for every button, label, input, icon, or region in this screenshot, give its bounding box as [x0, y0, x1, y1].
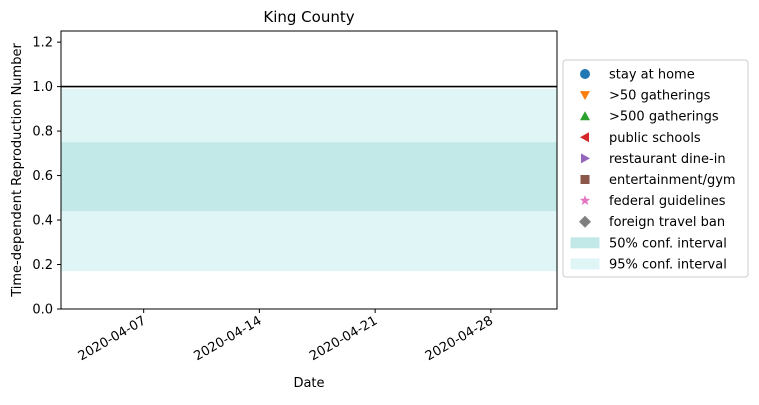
- legend-marker-triangle-right-icon: [581, 153, 590, 164]
- legend-entry-label: foreign travel ban: [609, 215, 725, 230]
- legend-entry-label: >500 gatherings: [609, 110, 719, 125]
- legend-entry-label: 95% conf. interval: [609, 257, 727, 272]
- legend-marker-triangle-down-icon: [580, 91, 590, 101]
- legend-marker-square-icon: [580, 175, 590, 184]
- legend-entry-label: 50% conf. interval: [609, 236, 727, 251]
- confidence-band-50: [61, 142, 557, 212]
- legend-patch-icon: [570, 258, 600, 270]
- plot-frame: [60, 30, 558, 310]
- y-tick-label: 0.0: [32, 303, 53, 318]
- y-tick-label: 0.2: [32, 258, 53, 273]
- y-tick-label: 1.2: [32, 36, 53, 51]
- legend-marker-star-icon: [579, 195, 591, 206]
- y-tick-label: 1.0: [32, 80, 53, 95]
- legend-entry-label: stay at home: [609, 68, 695, 83]
- y-axis-label: Time-dependent Reproduction Number: [10, 43, 25, 298]
- legend-frame: [562, 59, 749, 278]
- legend-marker-circle-icon: [580, 69, 590, 79]
- legend-entry-label: restaurant dine-in: [609, 152, 726, 167]
- y-tick-label: 0.6: [32, 169, 53, 184]
- legend-entry-label: federal guidelines: [609, 194, 726, 209]
- x-axis-label: Date: [293, 376, 324, 391]
- y-tick-label: 0.4: [32, 214, 53, 229]
- legend-marker-triangle-up-icon: [580, 111, 590, 121]
- legend-marker-triangle-left-icon: [580, 132, 589, 143]
- plot-area: [61, 85, 557, 272]
- legend-entry-label: >50 gatherings: [609, 89, 711, 104]
- x-tick-label: 2020-04-14: [191, 313, 264, 364]
- legend-entry-label: public schools: [609, 131, 701, 146]
- legend-entry-label: entertainment/gym: [609, 173, 736, 188]
- legend-marker-diamond-icon: [579, 215, 591, 228]
- x-tick-label: 2020-04-28: [423, 313, 496, 364]
- legend-patch-icon: [570, 237, 600, 249]
- y-tick-label: 0.8: [32, 125, 53, 140]
- x-tick-label: 2020-04-07: [76, 313, 149, 364]
- x-tick-label: 2020-04-21: [307, 313, 380, 364]
- legend: stay at home >50 gatherings >500 gathering…: [562, 59, 749, 278]
- chart-title: King County: [263, 8, 354, 26]
